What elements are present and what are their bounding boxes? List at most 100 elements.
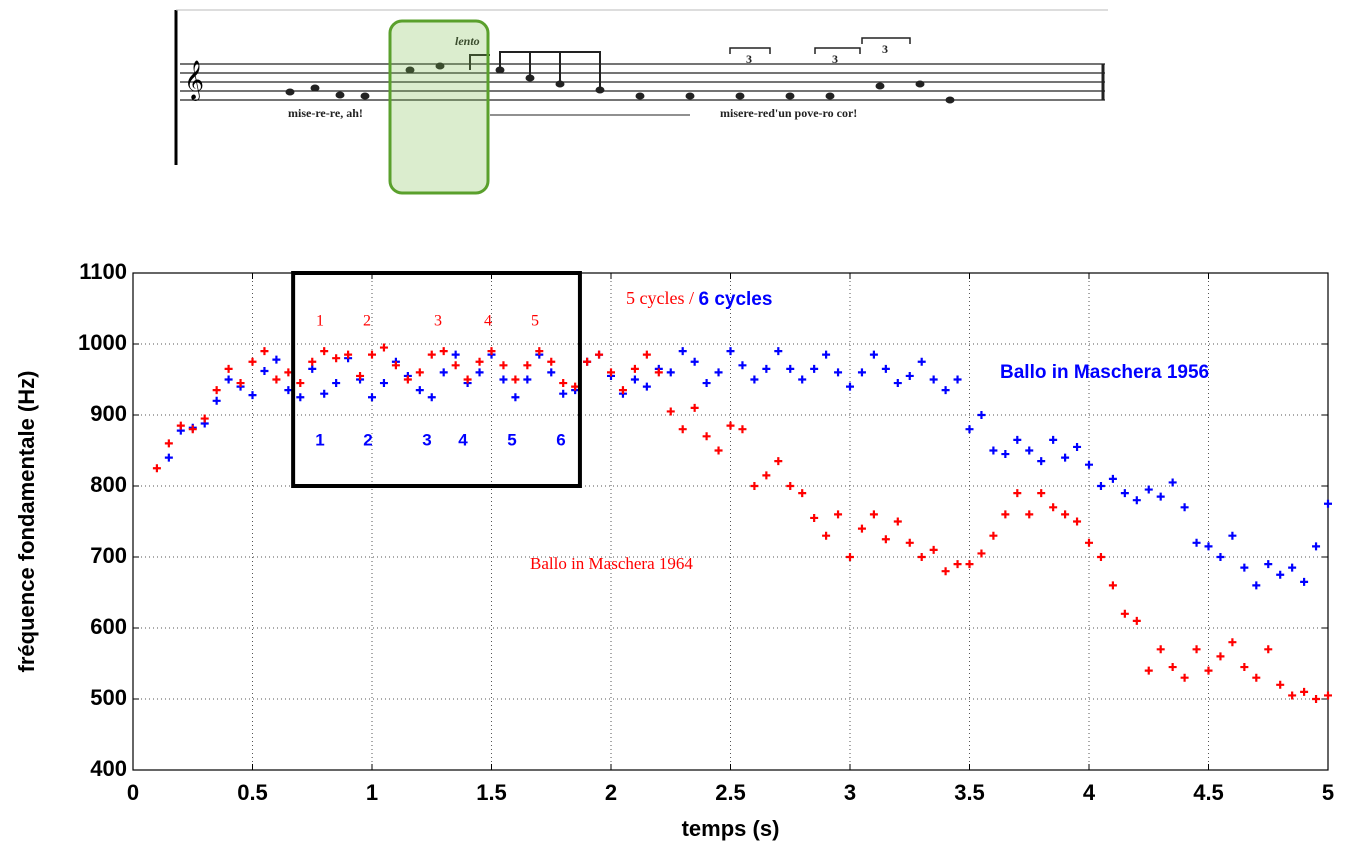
marker [786, 364, 795, 373]
marker [547, 357, 556, 366]
triplet: 3 [746, 52, 752, 66]
marker [1085, 460, 1093, 469]
marker [499, 361, 508, 370]
clef: 𝄞 [184, 60, 204, 101]
marker [1252, 581, 1261, 590]
marker [164, 439, 173, 448]
marker [630, 375, 639, 384]
marker [260, 366, 269, 375]
marker [1216, 553, 1225, 561]
marker [1324, 499, 1332, 508]
marker [834, 368, 843, 377]
marker [403, 375, 412, 384]
marker [714, 446, 723, 455]
marker [332, 354, 341, 363]
marker [642, 382, 651, 391]
x-tick-label: 0 [127, 780, 139, 805]
x-tick-label: 5 [1322, 780, 1334, 805]
highlight-box [291, 271, 582, 488]
marker [1312, 542, 1321, 551]
x-axis-label: temps (s) [682, 816, 780, 841]
x-tick-label: 2.5 [715, 780, 746, 805]
marker [200, 414, 209, 423]
y-tick-label: 500 [90, 685, 127, 710]
marker [559, 389, 568, 398]
marker [296, 379, 305, 388]
x-tick-label: 1 [366, 780, 378, 805]
cycles-red: 5 cycles / [626, 288, 698, 308]
marker [1156, 645, 1165, 654]
cycle-number: 6 [556, 430, 565, 449]
marker [379, 343, 388, 352]
marker [1120, 489, 1129, 498]
marker [1096, 553, 1105, 561]
marker [917, 553, 926, 561]
marker [857, 368, 866, 377]
marker [1049, 435, 1058, 444]
x-tick-label: 0.5 [237, 780, 268, 805]
marker [1085, 538, 1093, 547]
marker [535, 347, 544, 356]
y-tick-label: 800 [90, 472, 127, 497]
marker [391, 361, 400, 370]
marker [320, 347, 329, 356]
marker [1144, 485, 1153, 494]
marker [1013, 435, 1022, 444]
marker [212, 386, 221, 395]
marker [248, 357, 257, 366]
series-label: Ballo in Maschera 1964 [530, 554, 693, 573]
marker [475, 357, 484, 366]
cycles-blue: 6 cycles [698, 289, 772, 310]
cycle-number: 3 [422, 430, 431, 449]
marker [678, 425, 687, 434]
marker [236, 379, 245, 388]
marker [977, 549, 986, 558]
marker [929, 375, 938, 384]
marker [1228, 638, 1237, 647]
marker [702, 379, 711, 388]
marker [989, 446, 998, 455]
marker [511, 375, 520, 384]
marker [475, 368, 484, 377]
marker [379, 379, 388, 388]
marker [1300, 687, 1309, 696]
marker [905, 538, 914, 547]
x-tick-label: 1.5 [476, 780, 507, 805]
marker [989, 531, 998, 540]
marker [1037, 489, 1046, 498]
x-tick-label: 4 [1083, 780, 1096, 805]
marker [654, 368, 663, 377]
marker [260, 347, 269, 356]
marker [750, 375, 759, 384]
marker [1001, 450, 1010, 459]
marker [344, 350, 353, 359]
marker [595, 350, 604, 359]
marker [965, 425, 974, 434]
marker [738, 361, 747, 370]
marker [953, 375, 962, 384]
marker [1276, 680, 1285, 689]
marker [869, 350, 878, 359]
marker [451, 361, 460, 370]
marker [224, 375, 233, 384]
marker [1264, 560, 1273, 569]
marker [834, 510, 843, 519]
marker [798, 489, 807, 498]
marker [714, 368, 723, 377]
marker [1264, 645, 1273, 654]
y-axis-label: fréquence fondamentale (Hz) [14, 371, 39, 673]
marker [499, 375, 508, 384]
cycle-number: 5 [507, 430, 516, 449]
tempo: lento [455, 34, 480, 48]
marker [690, 403, 699, 412]
marker [762, 364, 771, 373]
marker [822, 531, 831, 540]
marker [272, 375, 281, 384]
cycle-number: 4 [484, 313, 492, 330]
marker [308, 364, 317, 373]
cycle-number: 1 [315, 430, 324, 449]
lyrics: misere-red'un pove-ro cor! [720, 106, 857, 120]
triplet: 3 [832, 52, 838, 66]
marker [1216, 652, 1225, 661]
marker [881, 364, 890, 373]
